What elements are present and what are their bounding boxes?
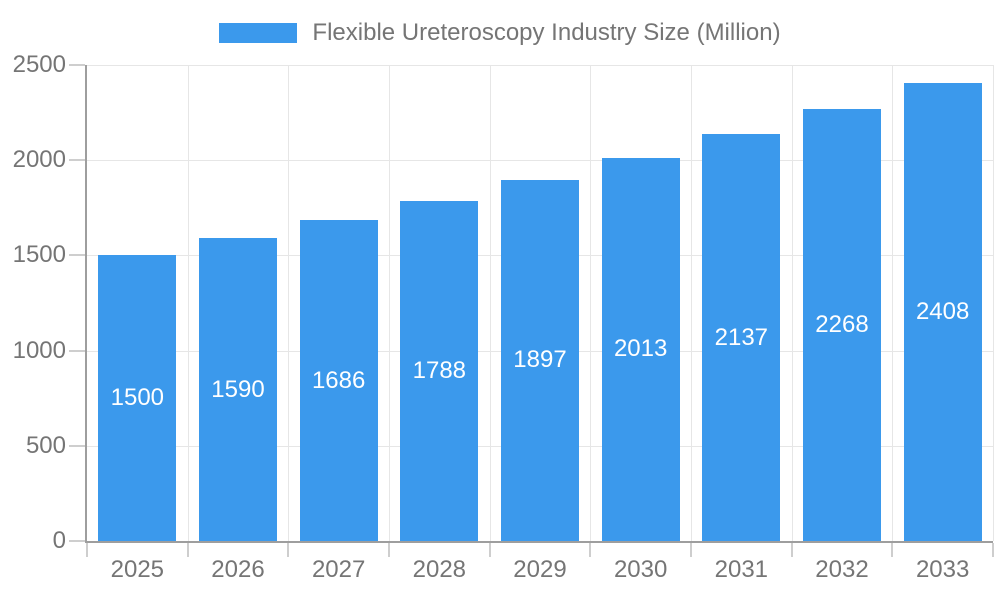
- bar: 2268: [803, 109, 881, 541]
- bar: 2408: [903, 82, 982, 541]
- y-tick-label: 500: [25, 431, 66, 459]
- x-gridline: [690, 65, 692, 541]
- y-tick: [69, 540, 85, 542]
- y-gridline: [87, 160, 993, 162]
- bar: 1590: [198, 238, 277, 541]
- x-gridline: [187, 65, 189, 541]
- x-tick-label: 2031: [714, 556, 769, 583]
- x-tick: [86, 543, 88, 557]
- x-gridline: [590, 65, 592, 541]
- x-gridline: [288, 65, 290, 541]
- x-tick-label: 2026: [211, 556, 265, 583]
- x-tick: [891, 543, 893, 557]
- y-tick-label: 0: [52, 527, 66, 554]
- x-axis-labels: 2025 2026 2027 2028 2029 2030 2031 2032 2033: [87, 553, 993, 588]
- x-tick-label: 2028: [412, 556, 467, 583]
- plot-area: 1500 1590 1686 1788 1897 2013 2137 2268 2408: [69, 64, 994, 557]
- x-tick: [388, 543, 390, 557]
- y-axis-labels: 0 500 1000 1500 2000 2500: [0, 53, 66, 553]
- x-gridline: [388, 65, 390, 541]
- y-tick-label: 2000: [12, 146, 66, 174]
- y-tick-label: 1500: [12, 241, 66, 269]
- bar-value-label: 2013: [613, 335, 668, 363]
- x-tick-label: 2029: [513, 556, 567, 583]
- x-tick: [589, 543, 591, 557]
- y-tick: [69, 254, 85, 256]
- bar: 2013: [601, 157, 680, 541]
- x-gridline: [892, 65, 894, 541]
- bar-value-label: 1788: [412, 356, 467, 384]
- bar-value-label: 2137: [714, 323, 769, 351]
- y-tick-label: 2500: [12, 51, 66, 78]
- y-tick: [69, 350, 85, 352]
- legend-label: Flexible Ureteroscopy Industry Size (Mil…: [312, 19, 781, 46]
- bar-value-label: 1590: [211, 375, 265, 403]
- x-tick: [690, 543, 692, 557]
- y-tick: [69, 445, 85, 447]
- x-tick: [489, 543, 491, 557]
- x-tick-label: 2032: [815, 556, 869, 583]
- x-tick: [992, 543, 994, 557]
- x-gridline: [993, 65, 994, 541]
- y-gridline: [87, 65, 993, 66]
- legend-swatch-icon: [219, 23, 298, 44]
- x-tick-label: 2025: [110, 556, 165, 583]
- bar-value-label: 1897: [513, 346, 567, 374]
- x-tick-label: 2027: [311, 556, 366, 583]
- x-axis-line: [85, 541, 993, 543]
- x-tick: [791, 543, 793, 557]
- y-tick: [69, 64, 85, 66]
- x-gridline: [489, 65, 491, 541]
- bar: 1500: [98, 255, 177, 541]
- bar: 2137: [702, 134, 781, 541]
- x-tick-label: 2033: [915, 556, 970, 583]
- bar: 1686: [299, 220, 378, 541]
- bar-value-label: 2268: [815, 311, 869, 339]
- x-tick: [287, 543, 289, 557]
- bar-value-label: 1686: [311, 366, 366, 394]
- bar: 1788: [400, 200, 479, 541]
- bar-value-label: 1500: [110, 384, 165, 412]
- x-tick: [187, 543, 189, 557]
- x-tick-label: 2030: [613, 556, 668, 583]
- y-tick-label: 1000: [12, 336, 66, 364]
- chart-legend: Flexible Ureteroscopy Industry Size (Mil…: [0, 19, 1000, 48]
- bar: 1897: [501, 179, 579, 541]
- x-gridline: [791, 65, 793, 541]
- y-axis-line: [85, 65, 87, 543]
- y-tick: [69, 159, 85, 161]
- bar-value-label: 2408: [915, 297, 970, 325]
